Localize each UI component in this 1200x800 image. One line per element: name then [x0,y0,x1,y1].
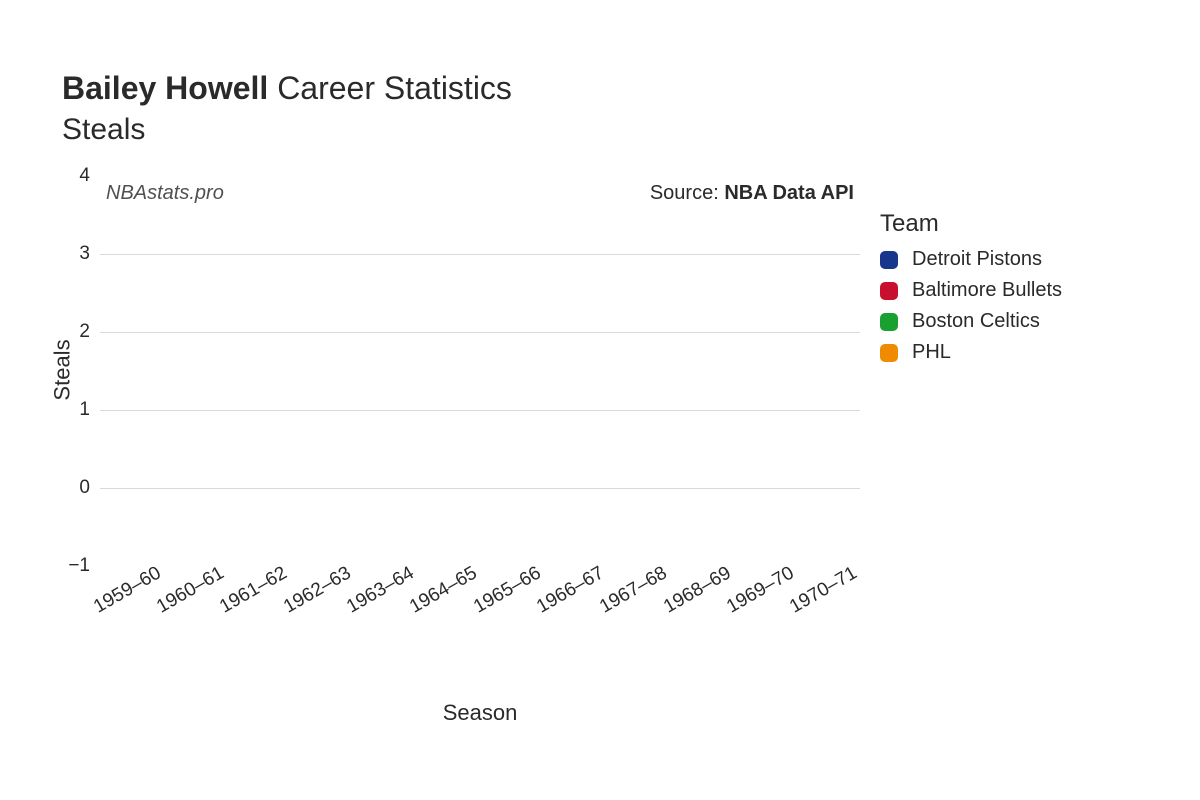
gridline [100,254,860,255]
player-name: Bailey Howell [62,70,268,106]
legend: Team Detroit Pistons Baltimore Bullets Bos… [880,210,1062,372]
legend-swatch [880,344,898,362]
chart-subtitle: Steals [62,113,512,147]
y-tick-label: −1 [68,555,90,577]
legend-title: Team [880,210,1062,238]
legend-item: PHL [880,341,1062,364]
chart-container: Bailey Howell Career Statistics Steals N… [0,0,1200,800]
gridline [100,332,860,333]
legend-item: Boston Celtics [880,310,1062,333]
x-tick-label: 1966–67 [533,562,608,618]
gridline [100,410,860,411]
gridline [100,488,860,489]
legend-label: Detroit Pistons [912,248,1042,271]
source-value: NBA Data API [724,182,854,204]
legend-swatch [880,313,898,331]
y-axis-label: Steals [50,339,76,400]
y-tick-label: 4 [79,165,90,187]
title-rest: Career Statistics [277,70,512,106]
x-tick-label: 1969–70 [723,562,798,618]
x-tick-label: 1961–62 [216,562,291,618]
plot-area: NBAstats.pro Source: NBA Data API −10123… [100,176,860,566]
source-label: Source: [650,182,719,204]
legend-label: PHL [912,341,951,364]
source-text: Source: NBA Data API [650,182,854,205]
x-tick-label: 1970–71 [786,562,861,618]
legend-swatch [880,251,898,269]
x-tick-label: 1962–63 [280,562,355,618]
x-tick-label: 1960–61 [153,562,228,618]
x-tick-label: 1965–66 [470,562,545,618]
y-tick-label: 0 [79,477,90,499]
x-tick-label: 1967–68 [596,562,671,618]
legend-item: Baltimore Bullets [880,279,1062,302]
legend-label: Baltimore Bullets [912,279,1062,302]
x-tick-label: 1959–60 [90,562,165,618]
chart-title: Bailey Howell Career Statistics [62,70,512,107]
watermark-text: NBAstats.pro [106,182,224,205]
x-tick-label: 1963–64 [343,562,418,618]
x-tick-label: 1964–65 [406,562,481,618]
y-tick-label: 1 [79,399,90,421]
legend-label: Boston Celtics [912,310,1040,333]
legend-swatch [880,282,898,300]
legend-item: Detroit Pistons [880,248,1062,271]
chart-title-block: Bailey Howell Career Statistics Steals [62,70,512,147]
y-tick-label: 3 [79,243,90,265]
x-axis-label: Season [443,700,518,726]
y-tick-label: 2 [79,321,90,343]
x-tick-label: 1968–69 [660,562,735,618]
